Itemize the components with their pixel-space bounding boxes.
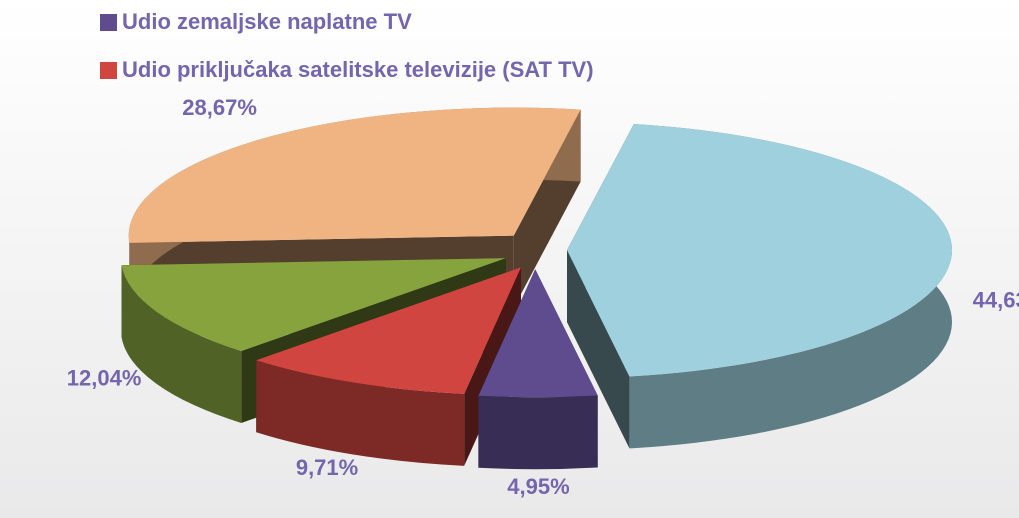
slice-top bbox=[128, 107, 581, 243]
slice bbox=[256, 267, 521, 466]
slice-wall bbox=[566, 250, 630, 449]
legend-swatch bbox=[100, 14, 117, 31]
data-label: 44,63% bbox=[973, 287, 1019, 312]
plot: 28,67% 44,63% 12,04% 9,71% 4,95% bbox=[67, 95, 1019, 499]
data-label: 4,95% bbox=[507, 474, 569, 499]
legend: Udio zemaljske naplatne TV Udio priključa… bbox=[100, 9, 594, 82]
slice-side bbox=[121, 265, 242, 424]
legend-swatch bbox=[100, 62, 117, 79]
slice bbox=[566, 124, 952, 449]
data-label: 28,67% bbox=[182, 95, 257, 120]
legend-label: Udio priključaka satelitske televizije (… bbox=[122, 57, 594, 82]
data-label: 12,04% bbox=[67, 365, 142, 390]
legend-label: Udio zemaljske naplatne TV bbox=[122, 9, 412, 34]
slice-side bbox=[256, 360, 465, 466]
slice bbox=[478, 269, 598, 470]
slice-top bbox=[478, 269, 598, 398]
slice-side bbox=[478, 395, 598, 470]
slice-top bbox=[121, 258, 506, 352]
data-label: 9,71% bbox=[296, 455, 358, 480]
slice-top bbox=[566, 124, 952, 377]
slice-top bbox=[256, 267, 521, 394]
